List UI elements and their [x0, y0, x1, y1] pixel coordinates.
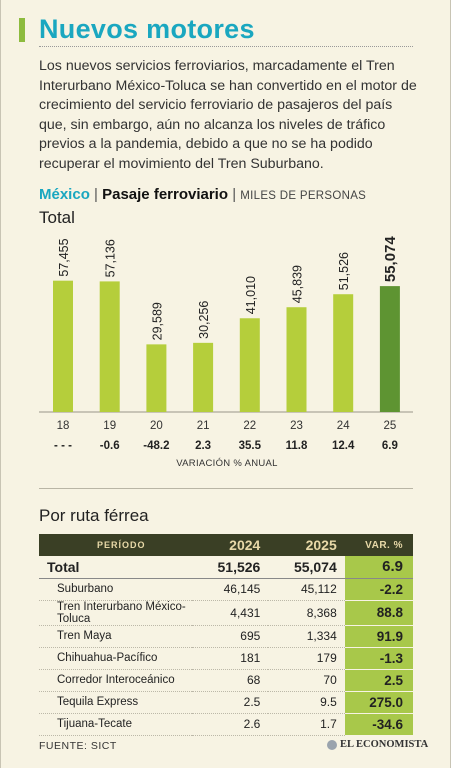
variation-label: 12.4 [332, 440, 355, 452]
variation-label: 6.9 [382, 440, 398, 452]
title-divider [39, 46, 413, 47]
route-2025: 1.7 [268, 713, 345, 736]
total-var: 6.9 [344, 556, 413, 579]
page-title: Nuevos motores [39, 14, 255, 44]
header-2024: 2024 [191, 534, 269, 556]
total-2025: 55,074 [268, 556, 345, 579]
subhead-unit: MILES DE PERSONAS [240, 190, 367, 202]
route-var: -34.6 [344, 713, 413, 736]
table-row: Suburbano 46,145 45,112 -2.2 [39, 578, 413, 601]
route-var: -1.3 [344, 647, 413, 670]
total-chart-label: Total [39, 208, 75, 227]
route-2024: 181 [191, 647, 269, 670]
route-name: Tren Interurbano México-Toluca [39, 600, 192, 626]
total-row: Total 51,526 55,074 6.9 [39, 556, 413, 579]
bar-value-label: 41,010 [244, 276, 258, 314]
globe-icon [327, 739, 337, 750]
bar-value-label: 45,839 [291, 265, 305, 303]
chart-subhead: México | Pasaje ferroviario | MILES DE P… [39, 186, 366, 203]
route-2025: 45,112 [268, 578, 345, 601]
header-period: PERÍODO [39, 534, 192, 556]
header-2025: 2025 [268, 534, 345, 556]
brand-logo: EL ECONOMISTA [327, 739, 428, 750]
bar-value-label: 30,256 [197, 301, 211, 339]
variation-label: -0.6 [100, 440, 120, 452]
route-name: Suburbano [39, 578, 192, 601]
bar-20 [146, 344, 167, 412]
route-2024: 2.5 [191, 691, 269, 714]
x-tick-label: 19 [103, 420, 116, 432]
bar-24 [333, 294, 354, 412]
route-name: Tijuana-Tecate [39, 713, 192, 736]
subhead-separator: | [232, 186, 237, 203]
route-var: 275.0 [344, 691, 413, 714]
x-tick-label: 20 [150, 420, 163, 432]
route-2025: 1,334 [268, 625, 345, 648]
x-tick-label: 22 [243, 420, 256, 432]
table-row: Tijuana-Tecate 2.6 1.7 -34.6 [39, 713, 413, 736]
bar-23 [286, 307, 307, 412]
table-row: Tren Maya 695 1,334 91.9 [39, 625, 413, 648]
subhead-geo: México [39, 186, 90, 203]
route-name: Chihuahua-Pacífico [39, 647, 192, 670]
route-2024: 2.6 [191, 713, 269, 736]
bar-value-label: 29,589 [150, 302, 164, 340]
bar-25 [379, 286, 400, 412]
total-name: Total [39, 556, 192, 579]
route-var: -2.2 [344, 578, 413, 601]
route-var: 88.8 [344, 600, 413, 626]
bar-value-label: 57,455 [57, 238, 71, 276]
variation-label: - - - [54, 440, 72, 452]
bar-22 [239, 318, 260, 412]
variation-label: -48.2 [143, 440, 169, 452]
bar-19 [99, 281, 120, 412]
x-tick-label: 23 [290, 420, 303, 432]
bar-21 [193, 342, 214, 412]
x-tick-label: 24 [337, 420, 350, 432]
table-row: Corredor Interoceánico 68 70 2.5 [39, 669, 413, 692]
route-name: Corredor Interoceánico [39, 669, 192, 692]
route-2025: 9.5 [268, 691, 345, 714]
route-name: Tren Maya [39, 625, 192, 648]
subhead-separator: | [94, 186, 98, 203]
route-2024: 46,145 [191, 578, 269, 601]
route-2024: 68 [191, 669, 269, 692]
routes-title: Por ruta férrea [39, 506, 149, 525]
routes-table: PERÍODO 2024 2025 VAR. % Total 51,526 55… [39, 534, 413, 736]
bar-value-label: 51,526 [337, 252, 351, 290]
bar-18 [53, 280, 73, 412]
route-2024: 4,431 [191, 600, 269, 626]
bar-value-label: 55,074 [382, 236, 399, 283]
variation-label: 11.8 [286, 440, 308, 452]
source-note: FUENTE: SICT [39, 740, 117, 752]
x-tick-label: 21 [197, 420, 210, 432]
intro-paragraph: Los nuevos servicios ferroviarios, marca… [39, 58, 417, 172]
route-name: Tequila Express [39, 691, 192, 714]
table-row: Chihuahua-Pacífico 181 179 -1.3 [39, 647, 413, 670]
table-row: Tequila Express 2.5 9.5 275.0 [39, 691, 413, 714]
route-2025: 179 [268, 647, 345, 670]
variation-label: 2.3 [195, 440, 211, 452]
variation-axis-label: VARIACIÓN % ANUAL [176, 458, 278, 469]
bar-chart: 57,455 18 - - - 57,136 19 -0.6 29,589 20 -48.2 30… [39, 236, 413, 469]
brand-name: EL ECONOMISTA [340, 739, 429, 750]
table-row: Tren Interurbano México-Toluca 4,431 8,3… [39, 600, 413, 626]
x-tick-label: 18 [57, 420, 70, 432]
bar-value-label: 57,136 [104, 239, 118, 277]
route-2024: 695 [191, 625, 269, 648]
routes-header-row: PERÍODO 2024 2025 VAR. % [39, 534, 413, 556]
route-2025: 70 [268, 669, 345, 692]
title-accent-bar [19, 18, 25, 42]
route-2025: 8,368 [268, 600, 345, 626]
total-2024: 51,526 [191, 556, 269, 579]
section-divider [39, 488, 413, 489]
x-tick-label: 25 [384, 420, 397, 432]
subhead-main: Pasaje ferroviario [102, 186, 229, 203]
route-var: 2.5 [344, 669, 413, 692]
variation-label: 35.5 [239, 440, 262, 452]
route-var: 91.9 [344, 625, 413, 648]
header-var: VAR. % [344, 534, 413, 556]
